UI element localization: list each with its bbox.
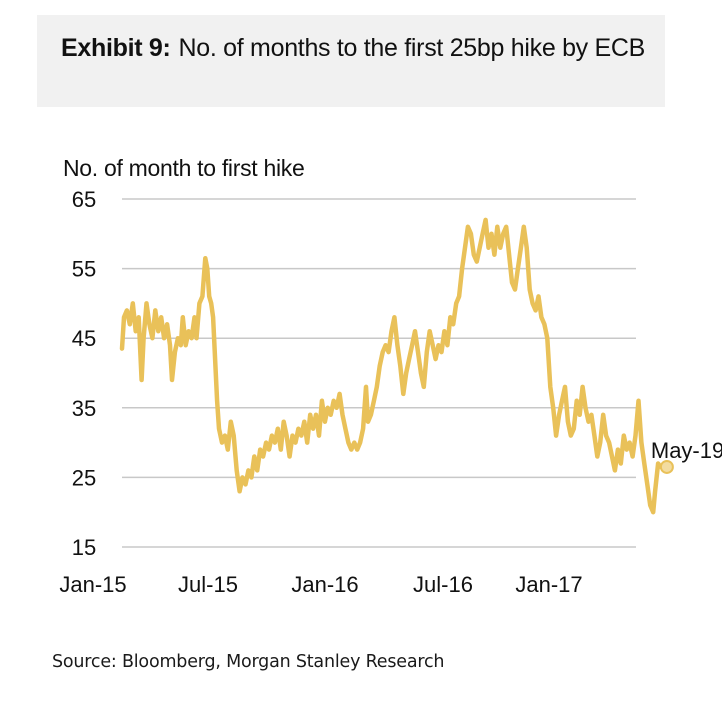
y-tick-label: 35	[72, 396, 96, 421]
y-tick-label: 65	[72, 187, 96, 212]
y-axis-title: No. of month to first hike	[63, 155, 305, 181]
annotation-layer: May-19	[651, 438, 722, 474]
annotation-label: May-19	[651, 438, 722, 463]
exhibit-header: Exhibit 9: No. of months to the first 25b…	[37, 15, 665, 107]
x-tick-label: Jan-15	[59, 572, 126, 597]
exhibit-label: Exhibit 9:	[61, 34, 171, 62]
x-tick-label: Jul-16	[413, 572, 473, 597]
y-tick-label: 15	[72, 535, 96, 560]
series-line	[119, 217, 664, 515]
series-layer	[119, 217, 664, 515]
exhibit-title: Exhibit 9: No. of months to the first 25b…	[61, 31, 651, 65]
y-tick-label: 55	[72, 257, 96, 282]
exhibit-title-text: No. of months to the first 25bp hike by …	[178, 34, 646, 62]
x-tick-label: Jul-15	[178, 572, 238, 597]
y-tick-label: 25	[72, 465, 96, 490]
x-tick-label: Jan-16	[291, 572, 358, 597]
x-tick-labels: Jan-15 Jul-15 Jan-16 Jul-16 Jan-17	[59, 572, 582, 597]
x-tick-label: Jan-17	[515, 572, 582, 597]
annotation-marker	[659, 459, 674, 474]
y-tick-label: 45	[72, 326, 96, 351]
y-tick-labels: 65 55 45 35 25 15	[72, 187, 96, 560]
source-note: Source: Bloomberg, Morgan Stanley Resear…	[52, 652, 445, 672]
